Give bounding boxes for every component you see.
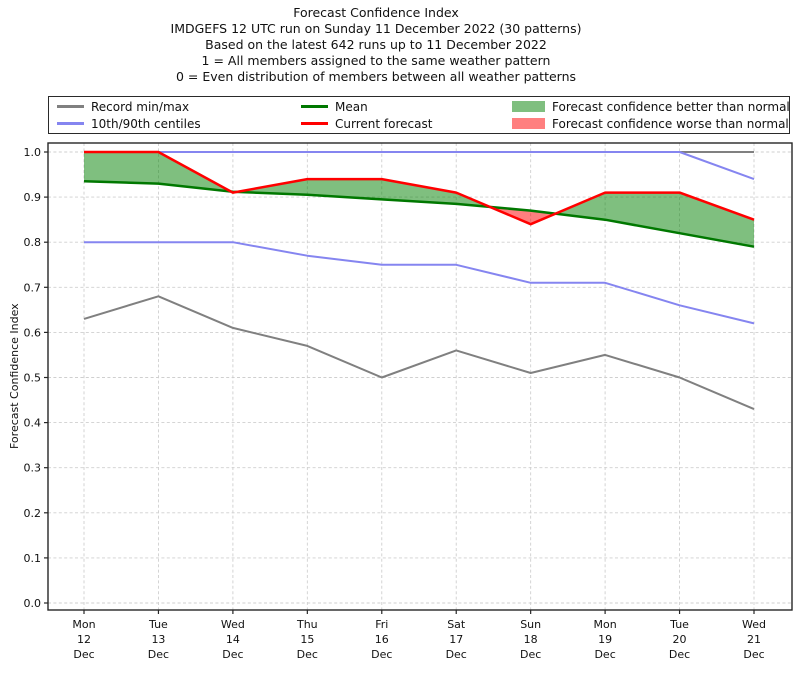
svg-text:Thu: Thu	[296, 618, 318, 631]
legend-label: Forecast confidence better than normal	[552, 99, 790, 114]
series-centile-10th	[84, 241, 755, 325]
svg-text:0.2: 0.2	[24, 507, 42, 520]
svg-text:0.0: 0.0	[24, 597, 42, 610]
fill-better-than-normal	[555, 192, 754, 247]
legend-item-record-minmax: Record min/max	[57, 99, 201, 114]
svg-text:20: 20	[673, 633, 687, 646]
svg-text:Mon: Mon	[594, 618, 617, 631]
svg-text:19: 19	[598, 633, 612, 646]
axis-tick-labels: 0.0 0.1 0.2 0.3 0.4 0.5 0.6 0.7 0.8 0.9 1.0 Mon 12 De…	[24, 146, 766, 661]
svg-text:0.5: 0.5	[24, 372, 42, 385]
svg-text:0.3: 0.3	[24, 462, 42, 475]
legend-label: Record min/max	[91, 99, 190, 114]
svg-text:0.1: 0.1	[24, 552, 42, 565]
series-mean	[83, 180, 755, 248]
legend-column-forecast: Mean Current forecast	[301, 97, 432, 133]
chart-title-block: Forecast Confidence Index IMDGEFS 12 UTC…	[0, 5, 752, 85]
svg-text:Dec: Dec	[148, 648, 169, 661]
legend-column-confidence: Forecast confidence better than normal F…	[512, 97, 790, 133]
svg-text:Fri: Fri	[375, 618, 388, 631]
svg-text:Dec: Dec	[669, 648, 690, 661]
chart-subtitle-run: IMDGEFS 12 UTC run on Sunday 11 December…	[170, 21, 582, 36]
series-current-forecast	[84, 150, 755, 226]
mean-line-swatch	[301, 105, 328, 108]
series-centile-90th	[84, 151, 755, 181]
svg-text:15: 15	[300, 633, 314, 646]
legend-label: Mean	[335, 99, 368, 114]
plot-frame	[47, 142, 793, 611]
svg-text:Dec: Dec	[222, 648, 243, 661]
svg-text:21: 21	[747, 633, 761, 646]
svg-text:16: 16	[375, 633, 389, 646]
chart-subtitle-legend-1: 1 = All members assigned to the same wea…	[201, 53, 551, 68]
confidence-fills	[84, 152, 754, 247]
svg-text:Sat: Sat	[447, 618, 466, 631]
svg-text:Dec: Dec	[73, 648, 94, 661]
legend-item-better-than-normal: Forecast confidence better than normal	[512, 99, 790, 114]
svg-text:1.0: 1.0	[24, 146, 42, 159]
fill-better-than-normal	[84, 152, 231, 192]
svg-text:Dec: Dec	[743, 648, 764, 661]
svg-text:0.7: 0.7	[24, 281, 42, 294]
legend-item-centiles: 10th/90th centiles	[57, 116, 201, 131]
grid-lines	[48, 143, 792, 610]
svg-text:Tue: Tue	[148, 618, 168, 631]
svg-text:Dec: Dec	[594, 648, 615, 661]
svg-text:Dec: Dec	[520, 648, 541, 661]
chart-title: Forecast Confidence Index	[293, 5, 459, 20]
svg-text:Sun: Sun	[520, 618, 541, 631]
svg-text:0.6: 0.6	[24, 326, 42, 339]
svg-text:Wed: Wed	[221, 618, 245, 631]
legend-label: Forecast confidence worse than normal	[552, 116, 789, 131]
legend-item-current-forecast: Current forecast	[301, 116, 432, 131]
svg-text:Mon: Mon	[72, 618, 95, 631]
axis-ticks	[44, 151, 755, 614]
svg-text:Dec: Dec	[371, 648, 392, 661]
chart-legend: Record min/max 10th/90th centiles Mean C…	[48, 96, 790, 134]
legend-column-record: Record min/max 10th/90th centiles	[57, 97, 201, 133]
worse-than-normal-patch-swatch	[512, 118, 545, 129]
svg-text:0.8: 0.8	[24, 236, 42, 249]
svg-text:Tue: Tue	[669, 618, 689, 631]
legend-label: 10th/90th centiles	[91, 116, 201, 131]
chart-subtitle-basis: Based on the latest 642 runs up to 11 De…	[205, 37, 547, 52]
svg-text:14: 14	[226, 633, 240, 646]
svg-text:Wed: Wed	[742, 618, 766, 631]
svg-text:Dec: Dec	[446, 648, 467, 661]
svg-text:17: 17	[449, 633, 463, 646]
svg-text:12: 12	[77, 633, 91, 646]
svg-text:0.9: 0.9	[24, 191, 42, 204]
centiles-line-swatch	[57, 122, 84, 125]
svg-text:Dec: Dec	[297, 648, 318, 661]
legend-item-mean: Mean	[301, 99, 432, 114]
series-record-min	[83, 295, 755, 411]
fill-better-than-normal	[236, 179, 491, 207]
legend-label: Current forecast	[335, 116, 433, 131]
better-than-normal-patch-swatch	[512, 101, 545, 112]
svg-text:18: 18	[524, 633, 538, 646]
svg-text:0.4: 0.4	[24, 417, 42, 430]
current-forecast-line-swatch	[301, 122, 328, 125]
chart-subtitle-legend-0: 0 = Even distribution of members between…	[175, 69, 577, 84]
svg-text:13: 13	[151, 633, 165, 646]
legend-item-worse-than-normal: Forecast confidence worse than normal	[512, 116, 790, 131]
record-minmax-line-swatch	[57, 105, 84, 108]
